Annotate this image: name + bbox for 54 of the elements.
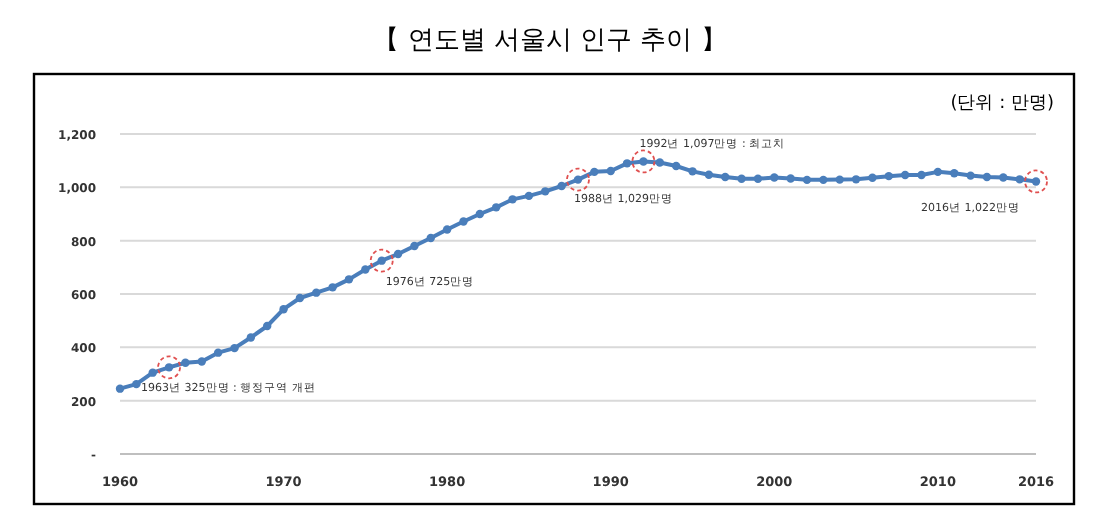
point: [410, 241, 419, 251]
point: [213, 348, 223, 357]
point: [966, 171, 975, 180]
point: [933, 167, 943, 177]
point: [802, 175, 812, 185]
point: [721, 172, 730, 182]
point: [868, 173, 877, 182]
point: [884, 171, 893, 181]
point: [1015, 175, 1024, 184]
point: [917, 170, 926, 180]
point: [524, 191, 534, 201]
point: [459, 217, 468, 226]
point: [197, 357, 206, 366]
point: [541, 187, 550, 196]
point: [230, 343, 239, 353]
point: [900, 170, 910, 180]
point: [492, 203, 501, 212]
point: [312, 288, 321, 297]
point: [328, 283, 337, 292]
point: [475, 209, 485, 219]
point: [655, 158, 664, 167]
point: [622, 159, 632, 168]
chart-subtitle: (단위 : 만명): [950, 94, 1054, 114]
point: [999, 173, 1008, 182]
point: [606, 166, 615, 176]
point: [361, 265, 370, 274]
point: [688, 167, 697, 176]
point: [181, 358, 190, 367]
point: [950, 169, 959, 178]
point: [590, 167, 599, 177]
point: [704, 170, 714, 179]
point: [508, 195, 517, 204]
point: [786, 174, 795, 183]
point: [344, 275, 354, 284]
point: [263, 321, 272, 331]
point: [557, 181, 566, 191]
point: [737, 174, 746, 183]
point: [279, 305, 288, 314]
point: [835, 175, 844, 184]
point: [753, 174, 763, 183]
point: [819, 175, 828, 185]
chart-title: 【 연도별 서울시 인구 추이 】: [373, 26, 727, 56]
point: [148, 368, 157, 377]
point: [851, 175, 861, 184]
point: [295, 293, 305, 303]
point: [115, 384, 125, 393]
point: [982, 172, 992, 182]
point: [426, 233, 435, 243]
point: [393, 249, 403, 259]
point: [442, 225, 452, 234]
point: [246, 333, 256, 342]
point: [770, 173, 779, 182]
point: [132, 379, 141, 389]
point: [671, 161, 681, 171]
